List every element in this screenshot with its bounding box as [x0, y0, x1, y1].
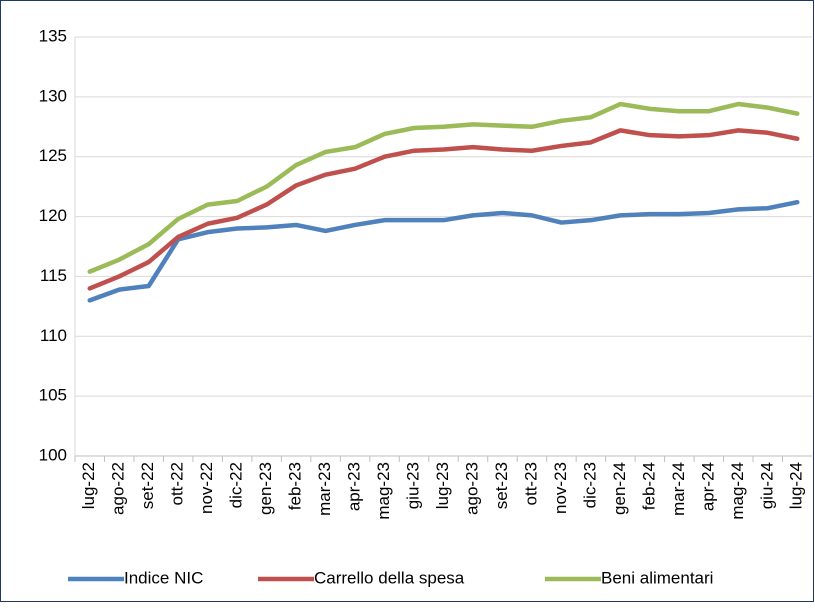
x-tick-label: apr-23: [345, 462, 364, 511]
x-tick-label: gen-24: [610, 462, 629, 515]
x-tick-label: dic-22: [227, 462, 246, 508]
x-tick-label: set-22: [138, 462, 157, 509]
x-tick-label: dic-23: [580, 462, 599, 508]
x-tick-label: feb-23: [286, 462, 305, 510]
y-tick-label: 115: [40, 266, 67, 285]
x-tick-label: ott-23: [521, 462, 540, 505]
series-line: [87, 199, 800, 303]
y-tick-label: 130: [39, 86, 67, 105]
x-tick-label: apr-24: [698, 462, 717, 511]
x-tick-label: ago-23: [462, 462, 481, 515]
x-tick-label: giu-24: [757, 462, 776, 509]
x-tick-label: gen-23: [256, 462, 275, 515]
x-tick-label: mag-24: [728, 462, 747, 520]
x-tick-label: set-23: [492, 462, 511, 509]
x-tick-label: lug-22: [79, 462, 98, 509]
y-tick-label: 120: [39, 206, 67, 225]
x-tick-label: lug-23: [433, 462, 452, 509]
series-line: [87, 101, 800, 274]
x-tick-label: ott-22: [168, 462, 187, 505]
y-tick-label: 125: [39, 146, 67, 165]
y-tick-label: 135: [39, 26, 67, 45]
x-tick-label: mar-23: [315, 462, 334, 516]
y-tick-label: 105: [39, 386, 67, 405]
legend-label: Indice NIC: [124, 568, 203, 587]
x-tick-label: ago-22: [109, 462, 128, 515]
x-tick-label: feb-24: [639, 462, 658, 510]
y-tick-label: 110: [40, 326, 67, 345]
legend-label: Beni alimentari: [601, 568, 713, 587]
x-tick-label: giu-23: [404, 462, 423, 509]
x-tick-label: lug-24: [787, 462, 806, 509]
series-line: [87, 128, 800, 291]
x-tick-label: nov-22: [197, 462, 216, 514]
y-tick-label: 100: [39, 445, 67, 464]
x-tick-label: mar-24: [669, 462, 688, 516]
x-tick-label: nov-23: [551, 462, 570, 514]
x-tick-label: mag-23: [374, 462, 393, 520]
legend-label: Carrello della spesa: [314, 568, 465, 587]
